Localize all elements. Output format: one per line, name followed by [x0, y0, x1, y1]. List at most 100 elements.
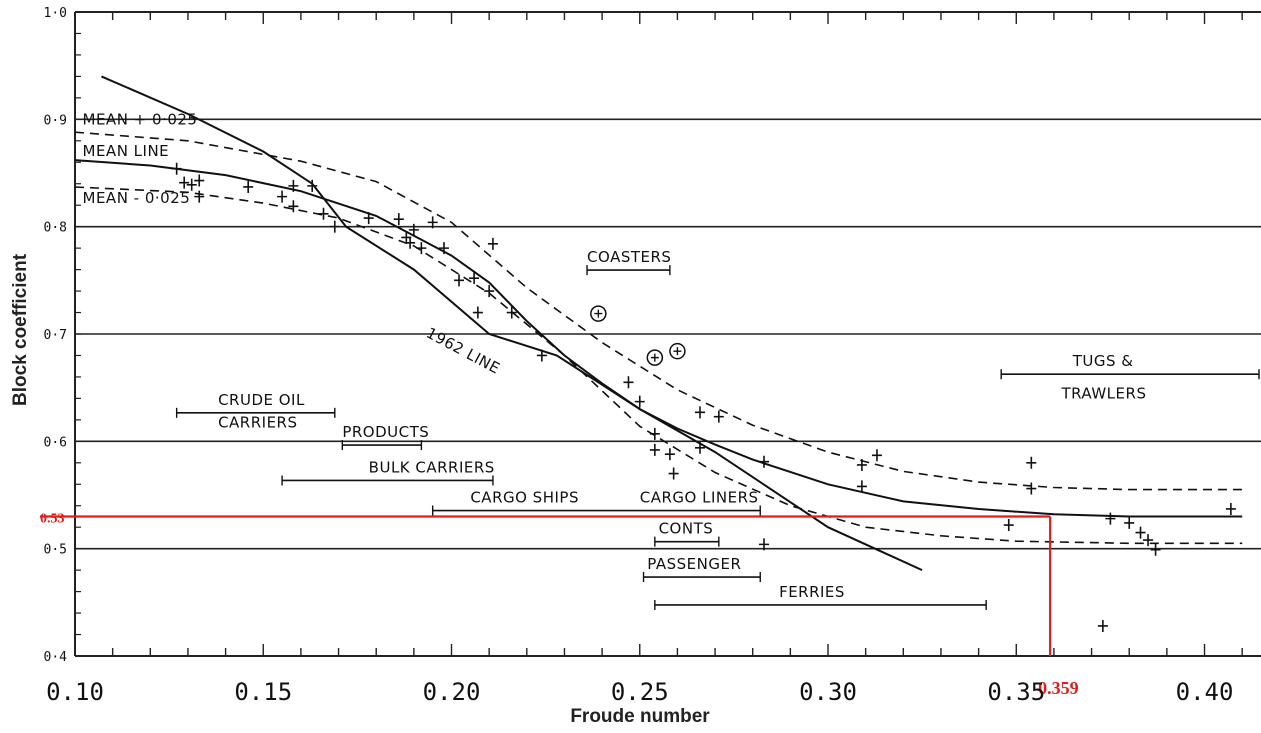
data-point [416, 242, 427, 255]
data-point [713, 410, 724, 423]
data-point [288, 200, 299, 213]
y-tick-label: 0·7 [44, 328, 67, 343]
curve [74, 131, 1243, 491]
circled-point-ring [646, 349, 664, 366]
data-point [668, 467, 679, 480]
y-tick-label: 0·5 [44, 543, 67, 558]
data-point [1026, 456, 1037, 469]
annotations: MEAN + 0·025 MEAN LINE MEAN - 0·025 1962 LI… [83, 111, 1260, 610]
annotation-label: TUGS & [1072, 352, 1134, 370]
data-point [856, 480, 867, 493]
data-point [469, 272, 480, 285]
data-point [288, 179, 299, 192]
reference-x-label: 0.359 [1038, 678, 1079, 698]
data-point [1225, 502, 1236, 515]
data-point [194, 174, 205, 187]
grid-lines [75, 118, 1261, 550]
data-point [194, 190, 205, 203]
annotation-label: BULK CARRIERS [369, 458, 495, 476]
data-point [408, 223, 419, 236]
data-point [243, 180, 254, 193]
data-point [484, 285, 495, 298]
annotation-label: TRAWLERS [1060, 384, 1146, 402]
data-points [171, 162, 1236, 632]
x-tick-label: 0.30 [799, 678, 857, 706]
data-point [438, 242, 449, 255]
data-point [695, 406, 706, 419]
data-point [695, 441, 706, 454]
data-point [329, 220, 340, 233]
data-point [307, 179, 318, 192]
data-point [634, 395, 645, 408]
data-point [454, 274, 465, 287]
data-point [1150, 543, 1161, 556]
data-point [277, 190, 288, 203]
reference-lines: 0.53 0.359 [40, 511, 1079, 698]
reference-y-label: 0.53 [40, 511, 65, 526]
data-point [536, 349, 547, 362]
annotation-label: CONTS [659, 520, 714, 538]
annotation-label: 1962 LINE [423, 324, 503, 378]
data-point [759, 538, 770, 551]
y-tick-label: 0·8 [44, 221, 67, 236]
x-tick-label: 0.40 [1176, 678, 1234, 706]
curve-group [74, 75, 1243, 572]
x-axis-title: Froude number [570, 706, 710, 727]
annotation-label: MEAN + 0·025 [83, 111, 198, 129]
x-tick-label: 0.25 [611, 678, 669, 706]
data-point [1143, 534, 1154, 547]
annotation-label: MEAN - 0·025 [83, 189, 191, 207]
data-point [623, 376, 634, 389]
axis-labels: Block coefficient Froude number 1·0 0·9 0·… [10, 6, 1233, 727]
plot-frame [74, 11, 1261, 657]
annotation-label: CARGO LINERS [640, 489, 759, 507]
data-point [856, 458, 867, 471]
circled-point-ring [669, 342, 686, 360]
annotation-label: FERRIES [779, 583, 845, 601]
data-point [1003, 519, 1014, 532]
data-point [871, 449, 882, 462]
data-point [1105, 512, 1116, 525]
annotation-label: COASTERS [587, 248, 671, 266]
data-point [393, 213, 404, 226]
data-point [179, 176, 190, 189]
x-tick-label: 0.35 [987, 678, 1045, 706]
data-point [171, 162, 182, 175]
data-point [427, 216, 438, 229]
data-point [186, 178, 197, 191]
circled-point [673, 347, 682, 356]
annotation-label: PASSENGER [647, 555, 741, 573]
data-point [472, 306, 483, 319]
data-point [1097, 619, 1108, 632]
data-point [1026, 482, 1037, 495]
annotation-label: MEAN LINE [83, 142, 170, 160]
data-point [506, 306, 517, 319]
circled-point [650, 353, 659, 362]
data-point [405, 236, 416, 249]
y-tick-label: 1·0 [44, 6, 67, 21]
x-tick-label: 0.15 [234, 678, 292, 706]
y-tick-label: 0·9 [44, 113, 67, 128]
data-point [487, 237, 498, 250]
annotation-label: CARGO SHIPS [470, 489, 579, 507]
curve [74, 159, 1243, 518]
annotation-label: CRUDE OIL [218, 391, 305, 409]
x-tick-label: 0.20 [423, 678, 481, 706]
y-tick-label: 0·4 [44, 650, 68, 665]
data-point [1135, 526, 1146, 539]
circled-point-ring [590, 305, 607, 322]
data-point [363, 212, 374, 225]
y-tick-label: 0·6 [44, 435, 67, 450]
curve [101, 75, 923, 572]
data-point [649, 443, 660, 456]
data-point [664, 448, 675, 461]
data-point [649, 427, 660, 440]
data-point [318, 207, 329, 220]
data-point [1124, 516, 1135, 529]
y-axis-title: Block coefficient [10, 253, 31, 406]
circled-point [594, 309, 603, 318]
annotation-label: PRODUCTS [342, 423, 429, 441]
data-point [759, 455, 770, 468]
curve [74, 186, 1243, 545]
